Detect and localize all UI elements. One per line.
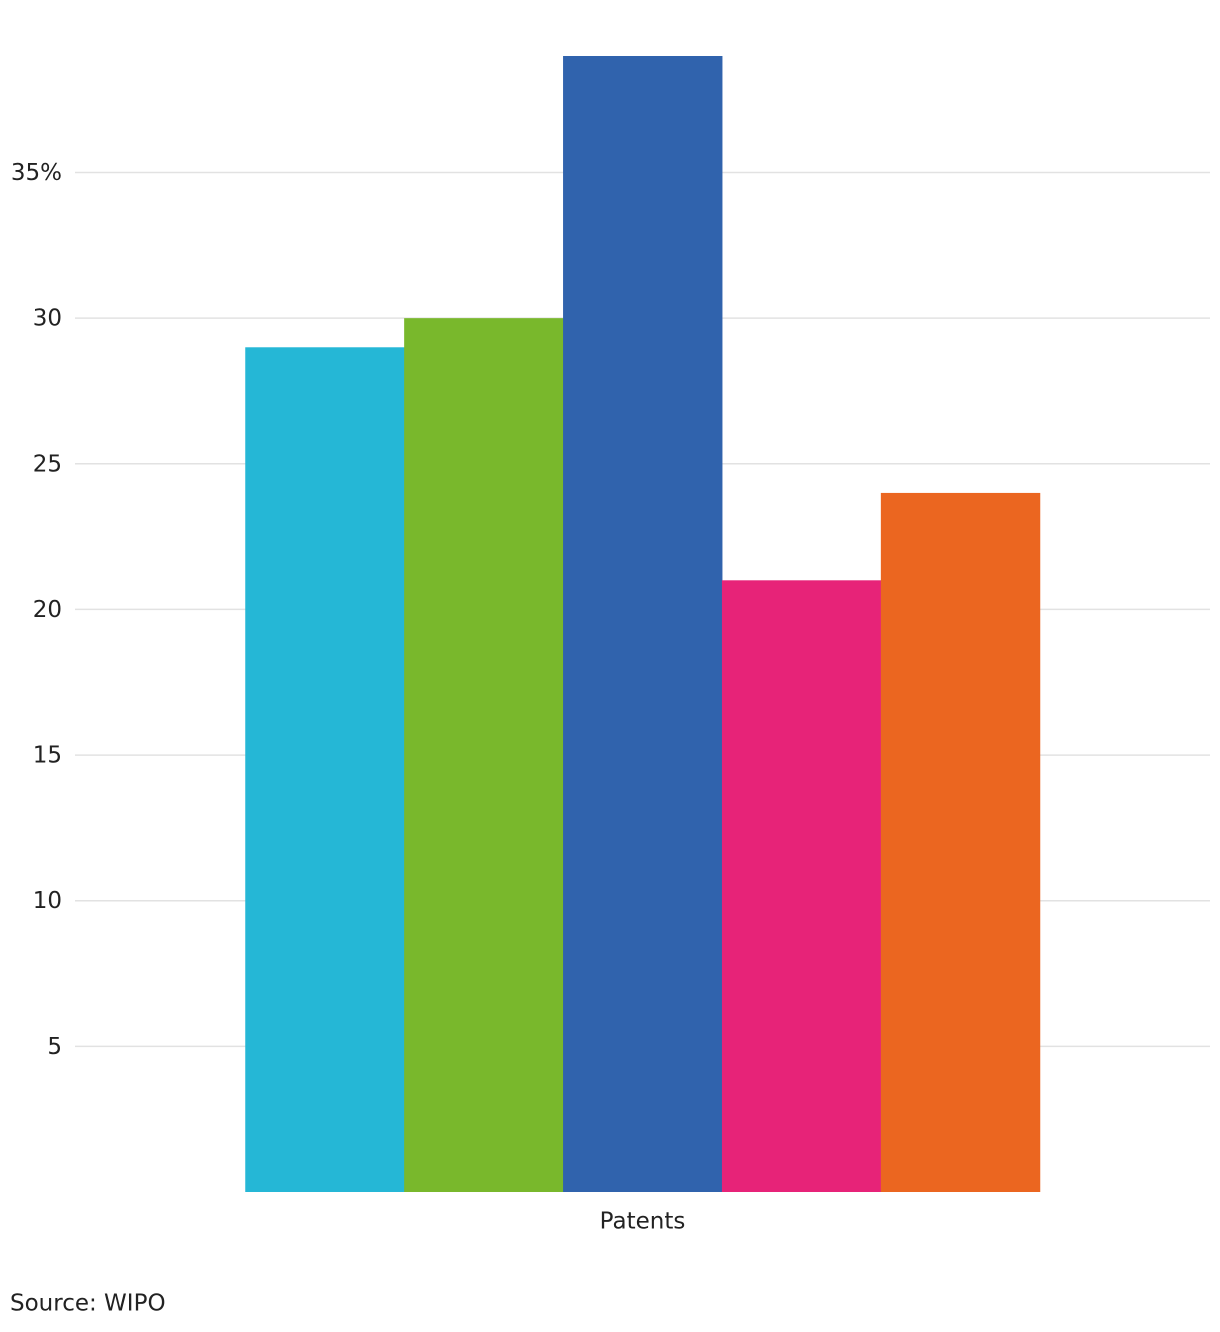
source: Source: WIPO [10, 1291, 166, 1317]
y-tick-label: 15 [33, 743, 62, 769]
y-tick-label: 30 [33, 306, 62, 332]
bar [880, 492, 1041, 1192]
bar [404, 318, 564, 1193]
y-tick-label: 10 [33, 888, 62, 914]
y-tick-label: 25 [33, 451, 62, 477]
x-tick-label: Patents [600, 1209, 686, 1235]
y-tick-label: 20 [33, 597, 62, 623]
bar [721, 580, 882, 1192]
bar [245, 347, 405, 1192]
y-tick-label: 5 [47, 1034, 62, 1060]
bar [563, 56, 723, 1192]
y-tick-label: 35% [11, 160, 62, 186]
